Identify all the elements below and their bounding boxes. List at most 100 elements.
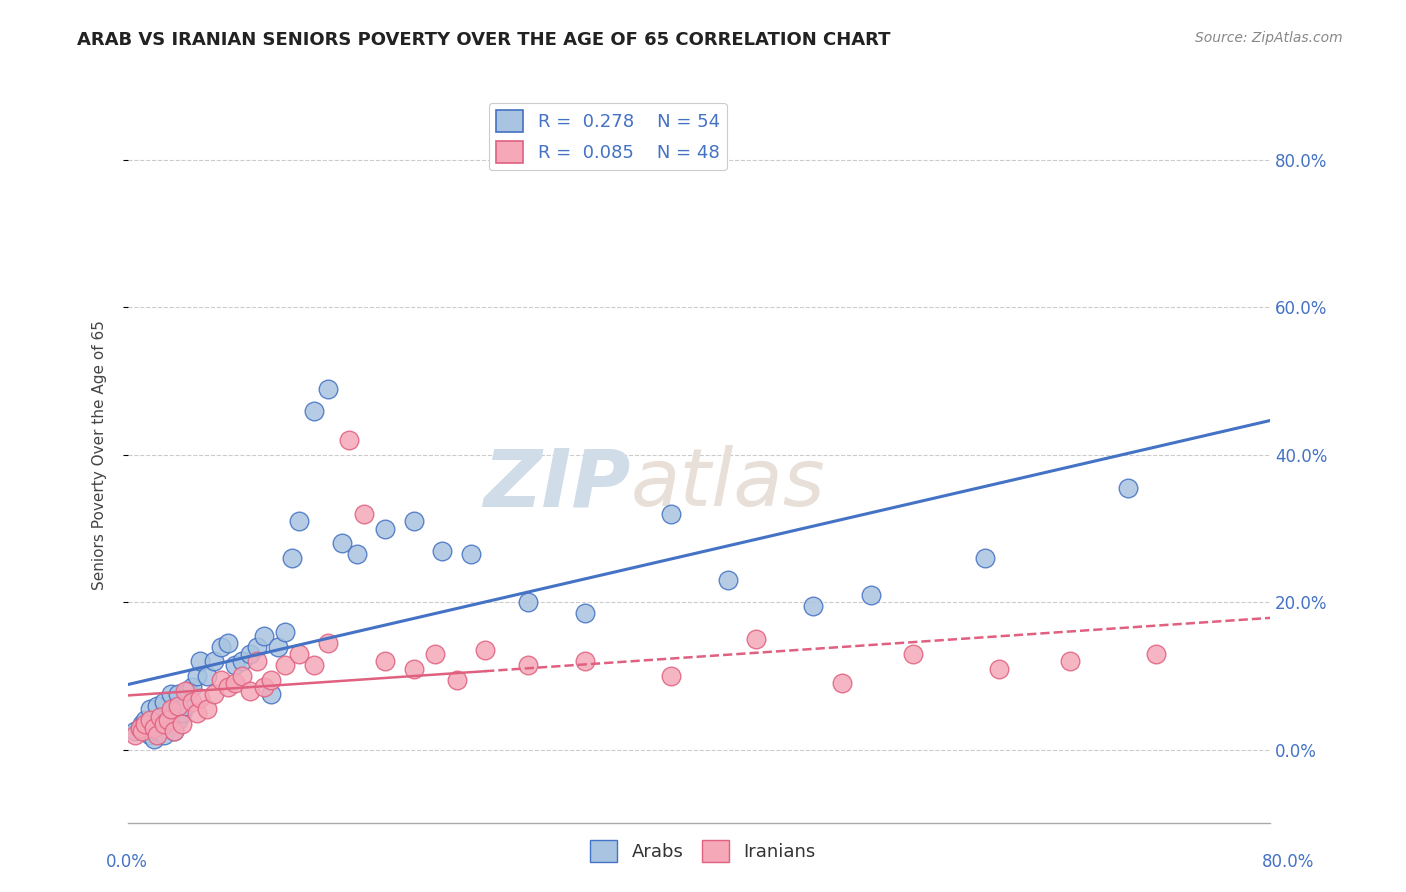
Point	[153, 728, 176, 742]
Text: 80.0%: 80.0%	[1263, 853, 1315, 871]
Point	[148, 709, 170, 723]
Point	[195, 669, 218, 683]
Point	[128, 721, 150, 735]
Point	[131, 724, 153, 739]
Legend: Arabs, Iranians: Arabs, Iranians	[583, 833, 823, 870]
Point	[186, 669, 208, 683]
Point	[1144, 647, 1167, 661]
Text: ARAB VS IRANIAN SENIORS POVERTY OVER THE AGE OF 65 CORRELATION CHART: ARAB VS IRANIAN SENIORS POVERTY OVER THE…	[77, 31, 891, 49]
Point	[163, 724, 186, 739]
Point	[188, 691, 211, 706]
Point	[717, 573, 740, 587]
Point	[181, 680, 204, 694]
Point	[224, 676, 246, 690]
Point	[253, 628, 276, 642]
Point	[202, 688, 225, 702]
Point	[148, 717, 170, 731]
Point	[177, 683, 200, 698]
Point	[174, 698, 197, 713]
Point	[134, 713, 156, 727]
Point	[316, 382, 339, 396]
Point	[260, 673, 283, 687]
Point	[339, 433, 361, 447]
Point	[973, 551, 995, 566]
Point	[374, 654, 396, 668]
Point	[145, 698, 167, 713]
Point	[859, 588, 882, 602]
Point	[574, 607, 596, 621]
Point	[574, 654, 596, 668]
Point	[145, 724, 167, 739]
Point	[172, 717, 194, 731]
Text: atlas: atlas	[631, 445, 825, 524]
Point	[1059, 654, 1081, 668]
Point	[253, 680, 276, 694]
Point	[224, 658, 246, 673]
Point	[153, 717, 176, 731]
Point	[186, 706, 208, 720]
Point	[167, 688, 190, 702]
Point	[460, 548, 482, 562]
Point	[231, 654, 253, 668]
Y-axis label: Seniors Poverty Over the Age of 65: Seniors Poverty Over the Age of 65	[93, 320, 107, 590]
Point	[1116, 481, 1139, 495]
Point	[160, 713, 183, 727]
Point	[163, 724, 186, 739]
Point	[238, 683, 260, 698]
Point	[288, 514, 311, 528]
Point	[274, 658, 297, 673]
Point	[195, 702, 218, 716]
Point	[128, 721, 150, 735]
Legend: R =  0.278    N = 54, R =  0.085    N = 48: R = 0.278 N = 54, R = 0.085 N = 48	[489, 103, 727, 170]
Point	[516, 595, 538, 609]
Point	[153, 695, 176, 709]
Point	[446, 673, 468, 687]
Point	[202, 654, 225, 668]
Point	[659, 507, 682, 521]
Point	[209, 640, 232, 654]
Point	[160, 702, 183, 716]
Text: Source: ZipAtlas.com: Source: ZipAtlas.com	[1195, 31, 1343, 45]
Point	[831, 676, 853, 690]
Point	[432, 543, 454, 558]
Point	[316, 636, 339, 650]
Point	[167, 698, 190, 713]
Point	[217, 680, 239, 694]
Point	[157, 713, 180, 727]
Text: ZIP: ZIP	[484, 445, 631, 524]
Point	[157, 717, 180, 731]
Point	[803, 599, 825, 613]
Point	[167, 713, 190, 727]
Point	[188, 654, 211, 668]
Point	[174, 683, 197, 698]
Point	[516, 658, 538, 673]
Point	[209, 673, 232, 687]
Point	[181, 695, 204, 709]
Point	[659, 669, 682, 683]
Point	[281, 551, 304, 566]
Point	[145, 728, 167, 742]
Point	[330, 536, 353, 550]
Point	[374, 522, 396, 536]
Point	[988, 662, 1011, 676]
Point	[172, 706, 194, 720]
Point	[246, 640, 269, 654]
Point	[142, 731, 165, 746]
Point	[246, 654, 269, 668]
Point	[138, 728, 160, 742]
Point	[124, 728, 146, 742]
Point	[274, 624, 297, 639]
Point	[138, 713, 160, 727]
Point	[138, 702, 160, 716]
Point	[131, 717, 153, 731]
Point	[217, 636, 239, 650]
Point	[903, 647, 925, 661]
Point	[134, 717, 156, 731]
Point	[142, 721, 165, 735]
Point	[346, 548, 368, 562]
Point	[302, 403, 325, 417]
Point	[402, 662, 425, 676]
Point	[160, 688, 183, 702]
Point	[402, 514, 425, 528]
Point	[302, 658, 325, 673]
